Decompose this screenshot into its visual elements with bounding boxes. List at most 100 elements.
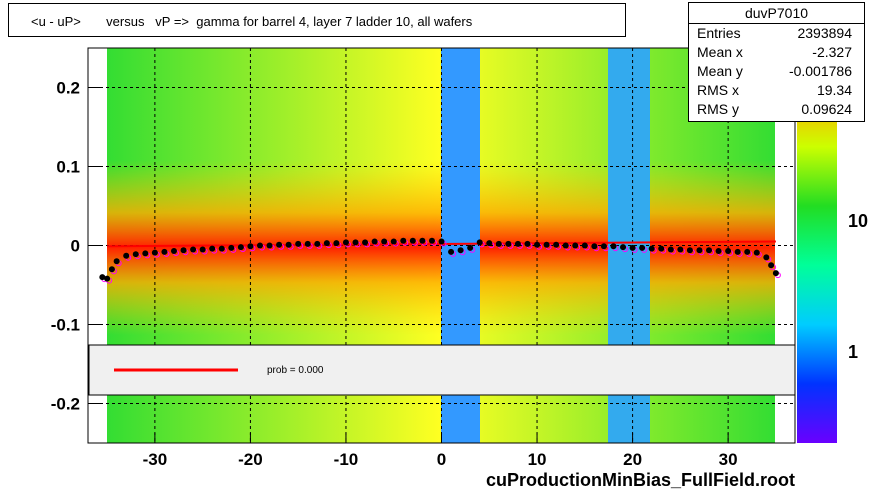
profile-point <box>591 243 598 250</box>
profile-point <box>256 242 263 249</box>
profile-point <box>658 245 665 252</box>
y-tick-label: 0 <box>71 237 80 256</box>
profile-point <box>581 242 588 249</box>
profile-point <box>190 246 197 253</box>
profile-point <box>409 237 416 244</box>
profile-point <box>228 244 235 251</box>
profile-point <box>323 240 330 247</box>
profile-point <box>108 266 115 273</box>
profile-point <box>753 249 760 256</box>
profile-point <box>104 275 111 282</box>
profile-point <box>763 254 770 261</box>
profile-point <box>276 241 283 248</box>
palette-label-1: 1 <box>848 342 858 362</box>
profile-point <box>285 241 292 248</box>
profile-point <box>706 247 713 254</box>
profile-point <box>696 247 703 254</box>
chart-title-box: <u - uP> versus vP => gamma for barrel 4… <box>8 3 626 37</box>
statistics-box: duvP7010 Entries 2393894 Mean x -2.327 M… <box>688 2 865 122</box>
profile-point <box>218 245 225 252</box>
profile-point <box>648 245 655 252</box>
profile-point <box>199 246 206 253</box>
profile-point <box>768 262 775 269</box>
stats-title: duvP7010 <box>689 3 864 24</box>
profile-point <box>686 247 693 254</box>
stats-row-mean-y: Mean y -0.001786 <box>697 63 852 79</box>
y-tick-label: -0.2 <box>51 395 80 414</box>
profile-point <box>151 249 158 256</box>
x-tick-label: 0 <box>437 450 446 469</box>
profile-point <box>314 240 321 247</box>
x-tick-label: 10 <box>528 450 547 469</box>
profile-point <box>744 248 751 255</box>
profile-point <box>161 248 168 255</box>
x-tick-label: -10 <box>334 450 359 469</box>
profile-point <box>342 239 349 246</box>
profile-point <box>142 250 149 257</box>
profile-point <box>772 270 779 277</box>
profile-point <box>572 242 579 249</box>
profile-point <box>390 238 397 245</box>
y-tick-label: 0.2 <box>56 79 80 98</box>
profile-point <box>448 248 455 255</box>
profile-point <box>514 240 521 247</box>
profile-point <box>562 242 569 249</box>
profile-point <box>620 244 627 251</box>
profile-point <box>457 247 464 254</box>
y-tick-label: -0.1 <box>51 316 80 335</box>
profile-point <box>352 239 359 246</box>
fit-probability-label: prob = 0.000 <box>267 365 324 376</box>
x-tick-label: 30 <box>719 450 738 469</box>
stats-row-mean-x: Mean x -2.327 <box>697 44 852 60</box>
profile-point <box>524 240 531 247</box>
x-tick-label: 20 <box>623 450 642 469</box>
profile-point <box>610 243 617 250</box>
profile-point <box>209 245 216 252</box>
x-tick-label: -20 <box>238 450 263 469</box>
profile-point <box>715 248 722 255</box>
profile-point <box>505 240 512 247</box>
profile-point <box>123 252 130 259</box>
profile-point <box>362 239 369 246</box>
profile-point <box>381 238 388 245</box>
profile-point <box>247 243 254 250</box>
profile-point <box>543 241 550 248</box>
profile-point <box>113 258 120 265</box>
x-tick-label: -30 <box>143 450 168 469</box>
stats-row-rms-y: RMS y 0.09624 <box>697 101 852 117</box>
profile-point <box>304 240 311 247</box>
profile-point <box>333 240 340 247</box>
profile-point <box>467 244 474 251</box>
profile-point <box>438 238 445 245</box>
profile-point <box>486 240 493 247</box>
y-axis: 0.2 0.1 0 -0.1 -0.2 <box>51 79 100 414</box>
chart-title: <u - uP> versus vP => gamma for barrel 4… <box>31 14 473 29</box>
profile-point <box>476 239 483 246</box>
profile-point <box>734 248 741 255</box>
profile-point <box>295 240 302 247</box>
palette-label-10: 10 <box>848 211 868 231</box>
profile-point <box>170 248 177 255</box>
profile-point <box>639 244 646 251</box>
x-axis: -30 -20 -10 0 10 20 30 <box>143 433 738 469</box>
profile-points <box>99 237 781 284</box>
profile-point <box>419 237 426 244</box>
profile-point <box>553 241 560 248</box>
footer-filename: cuProductionMinBias_FullField.root <box>486 470 796 490</box>
fit-legend <box>88 344 796 396</box>
profile-point <box>600 243 607 250</box>
stats-row-entries: Entries 2393894 <box>697 25 852 41</box>
profile-point <box>677 246 684 253</box>
profile-point <box>428 237 435 244</box>
profile-point <box>495 240 502 247</box>
profile-point <box>667 246 674 253</box>
stats-row-rms-x: RMS x 19.34 <box>697 82 852 98</box>
profile-point <box>400 237 407 244</box>
y-tick-label: 0.1 <box>56 158 80 177</box>
grid <box>88 48 795 443</box>
profile-point <box>99 274 106 281</box>
profile-point <box>629 244 636 251</box>
profile-point <box>237 244 244 251</box>
profile-point <box>725 248 732 255</box>
